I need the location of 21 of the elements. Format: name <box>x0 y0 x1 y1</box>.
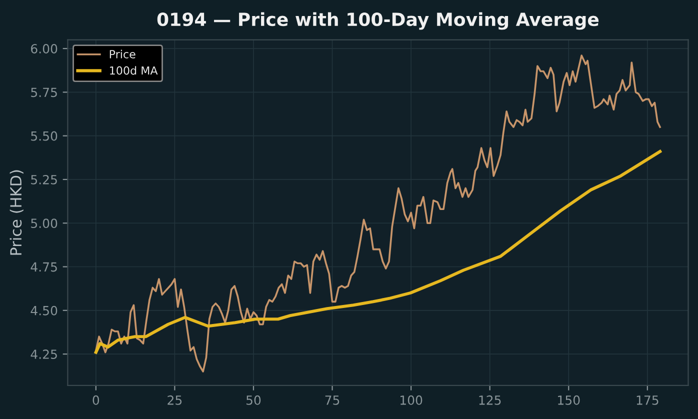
chart-title: 0194 — Price with 100-Day Moving Average <box>157 12 599 30</box>
x-tick-label: 0 <box>92 395 100 405</box>
legend-label: 100d MA <box>110 66 158 75</box>
x-tick-label: 50 <box>246 395 261 405</box>
line-series <box>94 150 662 354</box>
legend-label: Price <box>110 50 136 58</box>
y-tick-label: 4.75 <box>30 262 57 272</box>
x-tick-label: 75 <box>325 396 340 405</box>
y-axis-title: Price (HKD) <box>10 170 24 255</box>
y-tick-label: 5.00 <box>31 218 58 228</box>
x-tick-label: 150 <box>558 395 580 405</box>
x-tick-label: 25 <box>168 395 182 405</box>
x-tick-label: 175 <box>636 396 658 405</box>
y-tick-label: 4.50 <box>30 306 58 316</box>
y-tick-label: 5.50 <box>31 131 58 141</box>
y-tick-label: 4.25 <box>30 350 57 359</box>
y-tick-label: 5.25 <box>31 174 57 184</box>
y-tick-label: 6.00 <box>31 44 58 54</box>
x-tick-label: 125 <box>479 395 501 405</box>
y-tick-label: 5.75 <box>31 88 57 98</box>
x-tick-label: 100 <box>400 395 422 405</box>
